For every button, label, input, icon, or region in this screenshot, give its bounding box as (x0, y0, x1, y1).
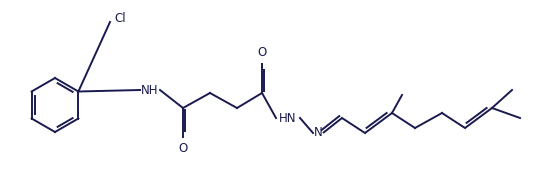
Text: N: N (314, 127, 322, 139)
Text: O: O (257, 47, 267, 59)
Text: HN: HN (279, 112, 297, 124)
Text: Cl: Cl (114, 12, 126, 25)
Text: NH: NH (141, 83, 159, 97)
Text: O: O (179, 142, 187, 154)
